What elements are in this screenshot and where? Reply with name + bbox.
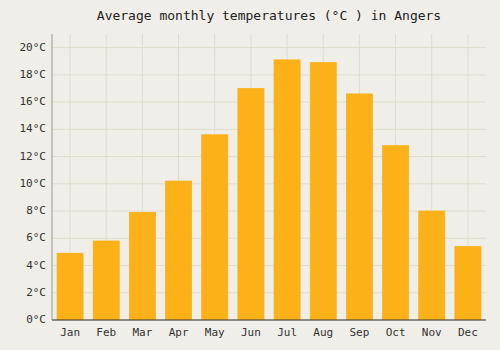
bars <box>57 60 481 320</box>
title: Average monthly temperatures (°C ) in An… <box>97 8 441 23</box>
bar <box>238 88 264 320</box>
y-axis-line <box>52 34 53 320</box>
x-tick-label: Apr <box>169 326 189 339</box>
bar <box>202 135 228 320</box>
y-tick-label: 8°C <box>26 204 46 217</box>
bar <box>455 246 481 320</box>
y-tick-label: 0°C <box>26 313 46 326</box>
x-tick-label: Jan <box>60 326 80 339</box>
x-tick-label: Sep <box>349 326 369 339</box>
grid-line <box>52 74 486 75</box>
bar <box>419 211 445 320</box>
grid <box>52 34 486 320</box>
x-axis-line <box>52 320 486 321</box>
background <box>0 0 500 350</box>
y-tick-label: 2°C <box>26 286 46 299</box>
x-tick-label: May <box>205 326 225 339</box>
bar <box>310 63 336 320</box>
x-tick-label: Feb <box>96 326 116 339</box>
grid-line <box>52 102 486 103</box>
grid-line <box>52 156 486 157</box>
grid-line <box>52 129 486 130</box>
x-tick-label: Nov <box>422 326 442 339</box>
y-tick-label: 16°C <box>20 95 47 108</box>
grid-line <box>52 47 486 48</box>
x-tick-label: Oct <box>386 326 406 339</box>
bar <box>129 212 155 320</box>
y-tick-label: 18°C <box>20 68 47 81</box>
bar <box>57 253 83 320</box>
y-tick-label: 10°C <box>20 177 47 190</box>
bar <box>383 146 409 320</box>
bar <box>166 181 192 320</box>
grid-line <box>52 320 486 321</box>
bar <box>274 60 300 320</box>
x-tick-label: Mar <box>132 326 152 339</box>
y-tick-label: 12°C <box>20 150 47 163</box>
chart: 0°C 2°C 4°C 6°C 8°C 10°C 12°C 14°C 16°C 18°C 20°C J… <box>0 0 500 350</box>
y-tick-label: 14°C <box>20 122 47 135</box>
x-tick-label: Jul <box>277 326 297 339</box>
bar <box>346 94 372 320</box>
grid-line <box>52 183 486 184</box>
x-tick-label: Dec <box>458 326 478 339</box>
x-tick-label: Aug <box>313 326 333 339</box>
y-tick-label: 6°C <box>26 231 46 244</box>
bar <box>93 241 119 320</box>
y-tick-label: 20°C <box>20 41 47 54</box>
y-tick-label: 4°C <box>26 259 46 272</box>
x-tick-label: Jun <box>241 326 261 339</box>
